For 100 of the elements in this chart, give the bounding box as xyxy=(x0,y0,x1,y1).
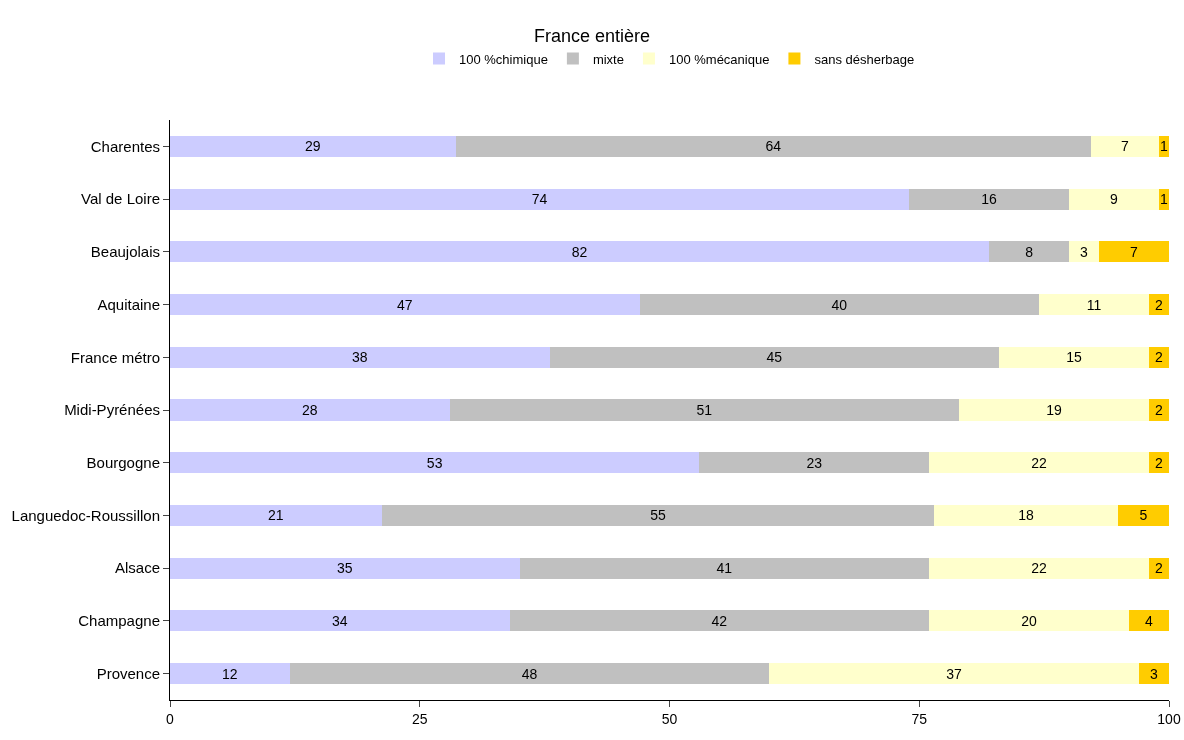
bar xyxy=(1118,504,1169,526)
data-label: 2 xyxy=(1155,402,1164,418)
data-label: 4 xyxy=(1145,612,1154,629)
bar xyxy=(519,557,930,579)
data-label: 37 xyxy=(946,665,963,682)
data-label: 45 xyxy=(766,349,783,366)
bar xyxy=(1149,557,1169,579)
bar xyxy=(170,557,520,579)
data-label: 12 xyxy=(222,665,238,682)
legend-label: mixte xyxy=(592,51,624,67)
y-tick-label: Charentes xyxy=(90,137,160,155)
data-label: 35 xyxy=(336,560,353,577)
data-label: 7 xyxy=(1121,138,1130,155)
y-tick-label: Champagne xyxy=(78,612,160,630)
bar xyxy=(1129,610,1169,632)
y-tick-label: Alsace xyxy=(114,559,160,577)
y-tick-label: France métro xyxy=(70,348,160,366)
bar xyxy=(289,663,770,685)
x-tick-label: 100 xyxy=(1157,710,1181,727)
data-label: 1 xyxy=(1160,138,1169,155)
data-label: 28 xyxy=(301,402,318,418)
bar xyxy=(769,663,1140,685)
y-tick-label: Midi-Pyrénées xyxy=(64,401,160,419)
bar xyxy=(170,188,910,210)
chart-title: France entière xyxy=(533,26,651,47)
bar xyxy=(1149,346,1169,368)
y-tick-label: Bourgogne xyxy=(86,453,160,471)
data-label: 51 xyxy=(696,402,713,418)
data-label: 1 xyxy=(1160,191,1169,208)
data-label: 9 xyxy=(1110,191,1119,208)
x-tick-label: 50 xyxy=(661,710,678,727)
data-label: 16 xyxy=(981,191,998,208)
bar xyxy=(909,188,1070,210)
bar xyxy=(1099,241,1169,263)
data-label: 40 xyxy=(831,296,848,313)
data-label: 11 xyxy=(1086,296,1102,313)
data-label: 7 xyxy=(1130,243,1139,260)
bar xyxy=(1039,294,1150,316)
bar xyxy=(1069,241,1100,263)
data-label: 15 xyxy=(1066,349,1082,366)
data-label: 8 xyxy=(1025,243,1034,260)
data-label: 22 xyxy=(1031,454,1048,471)
bar xyxy=(989,241,1070,263)
y-tick-label: Aquitaine xyxy=(97,295,160,313)
data-label: 48 xyxy=(521,665,538,682)
y-tick-label: Provence xyxy=(96,664,160,682)
legend-label: sans désherbage xyxy=(814,51,915,67)
data-label: 2 xyxy=(1155,560,1164,577)
bar xyxy=(929,610,1130,632)
bar xyxy=(549,346,1000,368)
data-label: 34 xyxy=(331,612,348,629)
bar xyxy=(170,294,640,316)
y-tick-label: Beaujolais xyxy=(90,243,160,261)
bar xyxy=(699,452,930,474)
data-label: 64 xyxy=(765,138,782,155)
x-tick-label: 25 xyxy=(411,710,428,727)
bar xyxy=(959,399,1150,421)
bar xyxy=(1069,188,1160,210)
data-label: 23 xyxy=(806,454,823,471)
bar xyxy=(929,557,1150,579)
bar xyxy=(170,346,550,368)
bar xyxy=(1149,294,1169,316)
data-label: 3 xyxy=(1080,243,1089,260)
bar xyxy=(1149,399,1169,421)
bar xyxy=(1091,135,1160,157)
data-label: 42 xyxy=(711,612,728,629)
data-label: 29 xyxy=(304,138,321,155)
data-label: 18 xyxy=(1018,507,1035,524)
y-tick-label: Languedoc-Roussillon xyxy=(11,506,160,524)
y-tick-label: Val de Loire xyxy=(81,190,160,208)
data-label: 2 xyxy=(1155,296,1164,313)
data-label: 3 xyxy=(1150,665,1159,682)
bar xyxy=(934,504,1119,526)
bar xyxy=(1139,663,1169,685)
data-label: 22 xyxy=(1031,560,1048,577)
bar xyxy=(170,241,990,263)
data-label: 19 xyxy=(1046,402,1063,418)
data-label: 82 xyxy=(571,243,588,260)
bar xyxy=(509,610,930,632)
bar xyxy=(381,504,935,526)
data-label: 47 xyxy=(396,296,413,313)
data-label: 53 xyxy=(426,454,443,471)
bar xyxy=(639,294,1040,316)
bar xyxy=(455,135,1092,157)
bar xyxy=(929,452,1150,474)
bar xyxy=(170,452,700,474)
bar xyxy=(449,399,960,421)
legend-label: 100 %mécanique xyxy=(668,51,770,67)
bar xyxy=(170,135,456,157)
bar xyxy=(170,504,382,526)
bar xyxy=(1149,452,1169,474)
data-label: 74 xyxy=(531,191,548,208)
bar xyxy=(170,399,450,421)
data-label: 38 xyxy=(351,349,368,366)
data-label: 41 xyxy=(716,560,733,577)
bar xyxy=(999,346,1150,368)
data-label: 2 xyxy=(1155,454,1164,471)
data-label: 2 xyxy=(1155,349,1164,366)
x-tick-label: 75 xyxy=(911,710,928,727)
data-label: 5 xyxy=(1139,507,1148,524)
